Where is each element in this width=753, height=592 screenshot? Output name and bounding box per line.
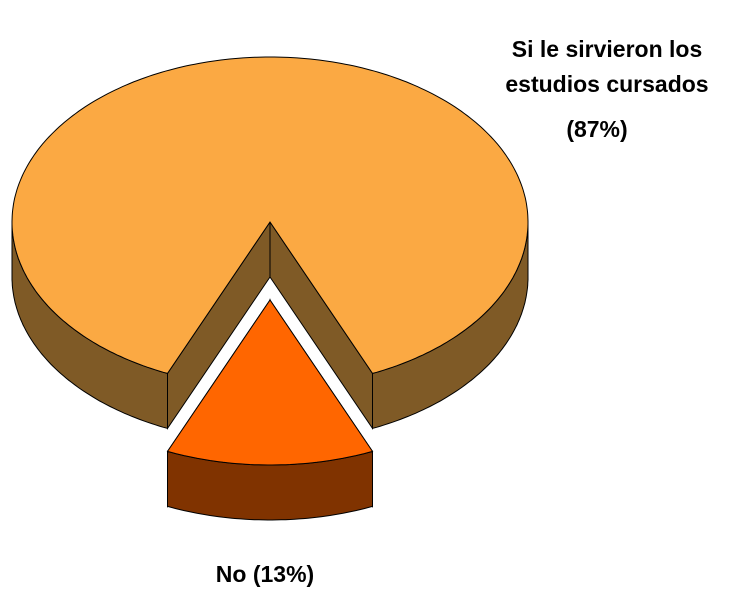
slice-label: Si le sirvieron los estudios cursados (505, 36, 709, 97)
value-label: (13%) (252, 561, 315, 587)
slice-label-group: No (13%) (150, 557, 380, 592)
slice-label: No (215, 561, 247, 587)
slice (11, 56, 529, 374)
slice (166, 299, 374, 466)
value-label: (87%) (566, 116, 628, 142)
